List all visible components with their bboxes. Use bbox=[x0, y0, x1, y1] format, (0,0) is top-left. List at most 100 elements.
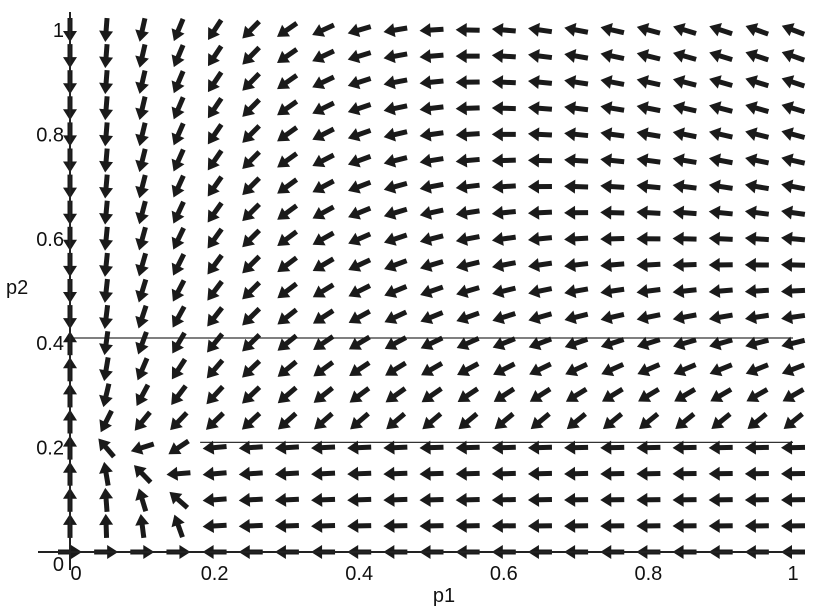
field-arrow bbox=[383, 206, 408, 220]
field-arrow bbox=[711, 412, 732, 430]
direction-arrows bbox=[58, 17, 806, 559]
tick-labels: 0 0.2 0.4 0.6 0.8 1 0 0.2 0.4 0.6 0.8 1 bbox=[36, 20, 798, 585]
field-arrow bbox=[384, 258, 408, 272]
field-arrow bbox=[347, 23, 372, 37]
field-arrow bbox=[781, 205, 806, 220]
field-arrow bbox=[99, 174, 114, 199]
field-arrow bbox=[99, 17, 114, 42]
field-arrow bbox=[207, 70, 224, 93]
field-arrow bbox=[672, 231, 697, 246]
field-arrow bbox=[600, 75, 625, 89]
field-arrow bbox=[238, 440, 263, 455]
field-arrow bbox=[99, 148, 114, 173]
field-arrow bbox=[277, 125, 299, 142]
field-arrow bbox=[527, 179, 552, 194]
field-arrow bbox=[207, 227, 224, 249]
field-arrow bbox=[135, 304, 149, 329]
field-arrow bbox=[207, 149, 224, 171]
field-arrow bbox=[564, 205, 589, 220]
field-arrow bbox=[744, 231, 769, 246]
field-arrow bbox=[672, 179, 697, 194]
x-axis-label: p1 bbox=[433, 585, 455, 607]
field-arrow bbox=[277, 385, 298, 404]
field-arrow bbox=[708, 284, 733, 299]
field-arrow bbox=[781, 231, 806, 246]
field-arrow bbox=[601, 387, 624, 402]
field-arrow bbox=[312, 230, 335, 246]
field-arrow bbox=[206, 358, 225, 379]
field-arrow bbox=[242, 385, 262, 404]
field-arrow bbox=[347, 128, 372, 142]
field-arrow bbox=[421, 361, 444, 376]
field-arrow bbox=[277, 229, 299, 246]
field-arrow bbox=[312, 204, 335, 220]
field-arrow bbox=[135, 331, 149, 355]
field-arrow bbox=[708, 205, 733, 220]
field-arrow bbox=[347, 466, 372, 481]
field-arrow bbox=[242, 202, 262, 222]
field-arrow bbox=[277, 359, 298, 377]
field-arrow bbox=[745, 179, 770, 194]
field-arrow bbox=[383, 153, 408, 168]
field-arrow bbox=[600, 336, 625, 351]
field-arrow bbox=[384, 335, 408, 350]
field-arrow bbox=[709, 23, 733, 37]
field-arrow bbox=[747, 412, 768, 430]
field-arrow bbox=[745, 153, 770, 168]
field-arrow bbox=[491, 22, 516, 37]
field-arrow bbox=[242, 45, 261, 65]
field-arrow bbox=[420, 310, 444, 324]
field-arrow bbox=[492, 258, 517, 272]
field-arrow bbox=[383, 492, 408, 507]
field-arrow bbox=[277, 307, 298, 325]
field-arrow bbox=[274, 518, 299, 533]
field-arrow bbox=[529, 386, 552, 402]
field-arrow bbox=[527, 492, 553, 507]
field-arrow bbox=[600, 231, 625, 246]
field-arrow bbox=[636, 22, 661, 37]
field-arrow bbox=[564, 49, 589, 63]
field-arrow bbox=[314, 411, 334, 430]
field-arrow bbox=[457, 386, 480, 403]
field-arrow bbox=[311, 492, 336, 507]
field-arrow bbox=[383, 232, 408, 246]
field-arrow bbox=[420, 335, 444, 350]
field-arrow bbox=[171, 44, 186, 68]
field-arrow bbox=[347, 492, 372, 507]
y-tick-label: 0.8 bbox=[36, 124, 64, 146]
field-arrow bbox=[207, 332, 225, 353]
field-arrow bbox=[564, 310, 589, 325]
field-arrow bbox=[491, 153, 516, 168]
field-arrow bbox=[312, 100, 335, 116]
field-arrow bbox=[312, 178, 335, 194]
field-arrow bbox=[135, 488, 149, 513]
field-arrow bbox=[708, 310, 733, 325]
field-arrow bbox=[708, 153, 733, 168]
field-arrow bbox=[347, 49, 372, 64]
field-arrow bbox=[528, 231, 553, 246]
field-arrow bbox=[171, 331, 187, 354]
field-arrow bbox=[312, 74, 335, 89]
field-arrow bbox=[491, 205, 516, 220]
field-arrow bbox=[493, 361, 516, 376]
field-arrow bbox=[781, 23, 806, 37]
field-arrow bbox=[455, 258, 480, 272]
field-arrow bbox=[312, 308, 335, 324]
field-arrow bbox=[600, 466, 625, 481]
field-arrow bbox=[636, 101, 661, 115]
field-arrow bbox=[383, 518, 408, 533]
field-arrow bbox=[455, 49, 480, 64]
field-arrow bbox=[419, 179, 444, 194]
field-arrow bbox=[169, 491, 190, 510]
field-arrow bbox=[383, 75, 408, 90]
field-arrow bbox=[672, 101, 697, 115]
field-arrow bbox=[99, 461, 113, 486]
field-arrow bbox=[709, 75, 733, 89]
field-arrow bbox=[491, 440, 516, 455]
field-arrow bbox=[673, 336, 697, 351]
field-arrow bbox=[675, 411, 696, 430]
field-arrow bbox=[347, 154, 372, 168]
field-arrow bbox=[455, 75, 480, 90]
field-arrow bbox=[491, 101, 516, 116]
